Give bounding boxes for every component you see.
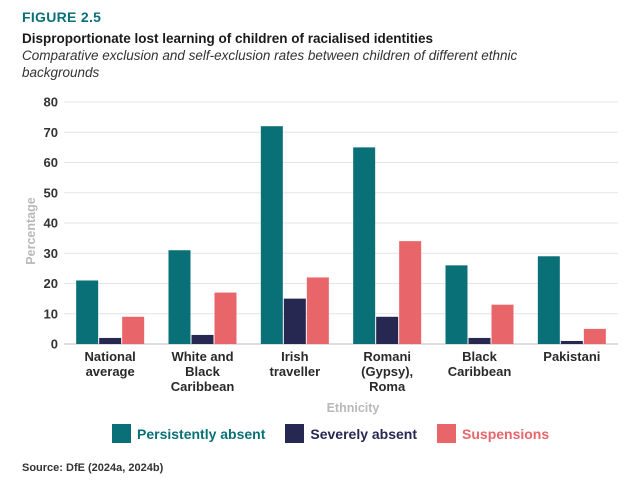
y-tick-label: 60 [44,155,58,170]
x-tick-label-line: Caribbean [171,379,235,394]
legend-swatch-suspensions [437,424,457,443]
x-tick-label: White and Black Caribbean [171,349,235,394]
y-tick-label: 70 [44,125,58,140]
bar [353,147,376,344]
y-tick-label: 30 [44,246,58,261]
bar [168,250,191,344]
figure-label: FIGURE 2.5 [22,9,102,25]
bar [214,292,237,344]
x-tick-label-line: average [86,364,135,379]
y-tick-label: 40 [44,216,58,231]
bar [283,298,306,344]
x-tick-label-line: traveller [270,364,321,379]
source-note: Source: DfE (2024a, 2024b) [22,462,164,474]
bar [99,337,122,344]
bar [491,304,514,344]
bar [376,316,399,344]
x-tick-label-line: National [85,349,136,364]
x-tick-label-line: Romani [363,349,411,364]
x-tick-label: Pakistani [543,349,600,364]
x-tick-label-line: Caribbean [448,364,512,379]
y-tick-label: 10 [44,306,58,321]
x-tick-label: National average [85,349,136,379]
y-tick-label: 0 [51,337,58,352]
bar-chart: 0 10 20 30 40 50 60 70 80 National average White an… [24,95,618,415]
chart-legend: Persistently absent Severely absent Susp… [112,424,549,443]
bar [468,337,491,344]
x-tick-label: Black Caribbean [448,349,512,379]
y-tick-label: 50 [44,185,58,200]
legend-item-suspensions: Suspensions [437,424,549,443]
legend-label-suspensions: Suspensions [462,425,550,442]
x-tick-label: Irish traveller [270,349,321,379]
chart-title: Disproportionate lost learning of childr… [22,31,434,46]
bar [560,340,583,344]
legend-label-severely-absent: Severely absent [310,425,418,442]
bar [583,328,606,344]
bar [76,280,99,344]
x-tick-label-line: Black [462,349,497,364]
x-tick-label: Romani (Gypsy), Roma [361,349,413,394]
y-axis-title: Percentage [24,197,38,264]
bar [537,256,560,344]
bar [445,265,468,344]
bar [122,316,145,344]
legend-label-persistently-absent: Persistently absent [137,425,266,442]
bar [399,241,422,344]
y-tick-label: 20 [44,276,58,291]
legend-swatch-severely-absent [285,424,305,443]
y-tick-label: 80 [44,95,58,110]
x-tick-label-line: White and [171,349,233,364]
x-tick-label-line: Black [185,364,220,379]
bar [260,126,283,344]
bar [306,277,329,344]
x-tick-label-line: Irish [281,349,309,364]
bar [191,334,214,344]
x-axis-title: Ethnicity [327,401,380,415]
chart-subtitle: Comparative exclusion and self-exclusion… [22,48,518,80]
legend-item-persistently-absent: Persistently absent [112,424,265,443]
legend-swatch-persistently-absent [112,424,131,443]
x-tick-label-line: (Gypsy), [361,364,413,379]
x-tick-label-line: Pakistani [543,349,600,364]
legend-item-severely-absent: Severely absent [285,424,417,443]
x-tick-label-line: Roma [369,379,406,394]
